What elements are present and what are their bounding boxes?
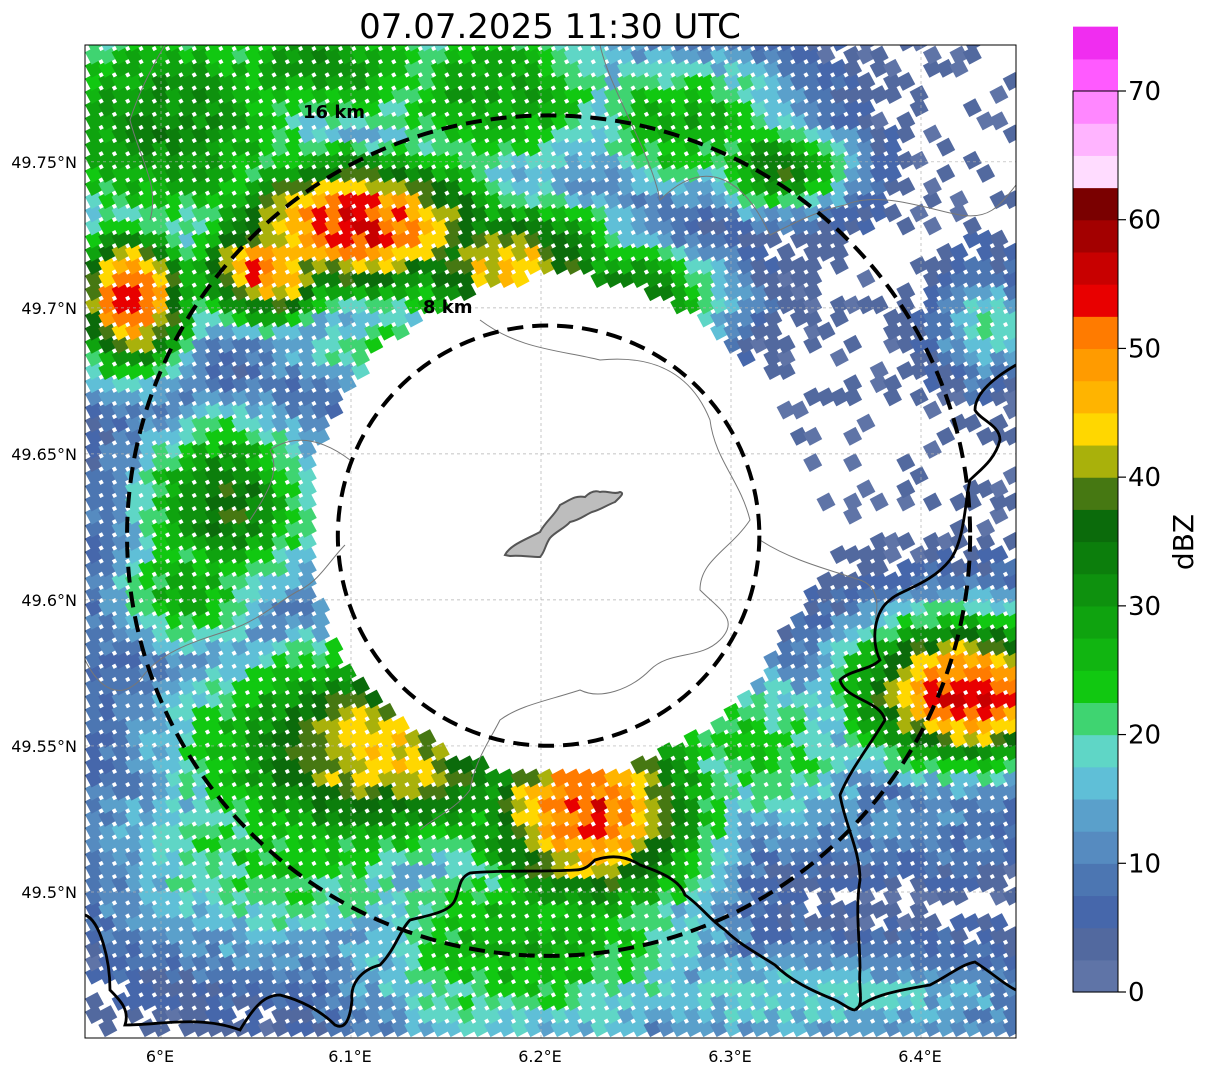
ring-label-8km: 8 km — [423, 297, 473, 318]
colorbar-bin — [1073, 670, 1118, 703]
colorbar-label: dBZ — [1167, 514, 1200, 570]
colorbar-bin — [1073, 895, 1118, 929]
colorbar-tick-label: 20 — [1128, 721, 1161, 751]
colorbar-tick-label: 70 — [1128, 77, 1161, 107]
municipal-boundary — [129, 45, 1016, 236]
colorbar-bin — [1073, 863, 1118, 897]
colorbar-bin — [1073, 573, 1118, 607]
colorbar: 0 10 20 30 40 50 60 70 dBZ — [1072, 26, 1200, 1008]
colorbar-tick-label: 0 — [1128, 978, 1145, 1008]
colorbar-bin — [1073, 927, 1118, 961]
colorbar-bin — [1073, 444, 1118, 478]
colorbar-bin — [1073, 348, 1118, 382]
y-tick-label: 49.7°N — [21, 299, 77, 318]
colorbar-bin — [1073, 58, 1118, 92]
colorbar-bin — [1073, 798, 1118, 832]
colorbar-bin — [1073, 734, 1118, 768]
colorbar-bin — [1073, 831, 1118, 864]
ring-label-16km: 16 km — [303, 102, 365, 123]
colorbar-bin — [1073, 155, 1118, 189]
colorbar-bin — [1073, 123, 1118, 156]
x-tick-label: 6°E — [146, 1047, 174, 1066]
colorbar-tick-label: 50 — [1128, 334, 1161, 364]
x-tick-label: 6.4°E — [898, 1047, 942, 1066]
colorbar-bin — [1073, 26, 1118, 60]
colorbar-bin — [1073, 766, 1118, 800]
y-tick-label: 49.65°N — [11, 445, 77, 464]
colorbar-bin — [1073, 509, 1118, 543]
map-panel: 8 km 16 km — [84, 44, 1017, 1039]
colorbar-bin — [1073, 541, 1118, 575]
colorbar-frame — [1072, 90, 1119, 993]
lake-polygon — [503, 490, 624, 559]
colorbar-ticks: 0 10 20 30 40 50 60 70 — [1118, 77, 1161, 1008]
x-axis: 6°E 6.1°E 6.2°E 6.3°E 6.4°E — [146, 1047, 942, 1066]
colorbar-bin — [1073, 959, 1118, 993]
boundaries — [85, 45, 1016, 1032]
municipal-boundary — [85, 319, 878, 831]
range-ring — [335, 323, 762, 748]
colorbar-tick-label: 60 — [1128, 206, 1161, 236]
colorbar-bin — [1073, 91, 1118, 124]
y-tick-label: 49.75°N — [11, 153, 77, 172]
colorbar-bin — [1073, 702, 1118, 736]
y-tick-label: 49.5°N — [21, 883, 77, 902]
colorbar-bin — [1073, 316, 1118, 350]
colorbar-bin — [1073, 187, 1118, 221]
colorbar-bin — [1073, 219, 1118, 253]
colorbar-bin — [1073, 477, 1118, 510]
y-tick-label: 49.6°N — [21, 591, 77, 610]
gridlines — [85, 45, 1016, 1038]
colorbar-tick-label: 40 — [1128, 463, 1161, 493]
colorbar-bin — [1073, 284, 1118, 317]
y-tick-label: 49.55°N — [11, 737, 77, 756]
colorbar-bins — [1073, 26, 1118, 993]
national-border — [85, 363, 1016, 1032]
x-tick-label: 6.2°E — [518, 1047, 562, 1066]
range-rings — [125, 113, 973, 958]
colorbar-bin — [1073, 605, 1118, 639]
map-frame — [84, 44, 1017, 1039]
colorbar-bin — [1073, 251, 1118, 285]
y-axis: 49.75°N 49.7°N 49.65°N 49.6°N 49.55°N 49… — [11, 153, 77, 902]
colorbar-bin — [1073, 638, 1118, 671]
x-tick-label: 6.3°E — [708, 1047, 752, 1066]
x-tick-label: 6.1°E — [328, 1047, 372, 1066]
map-title: 07.07.2025 11:30 UTC — [359, 7, 741, 47]
range-ring — [125, 113, 973, 958]
colorbar-tick-label: 10 — [1128, 849, 1161, 879]
colorbar-bin — [1073, 380, 1118, 414]
colorbar-tick-label: 30 — [1128, 592, 1161, 622]
colorbar-bin — [1073, 412, 1118, 446]
